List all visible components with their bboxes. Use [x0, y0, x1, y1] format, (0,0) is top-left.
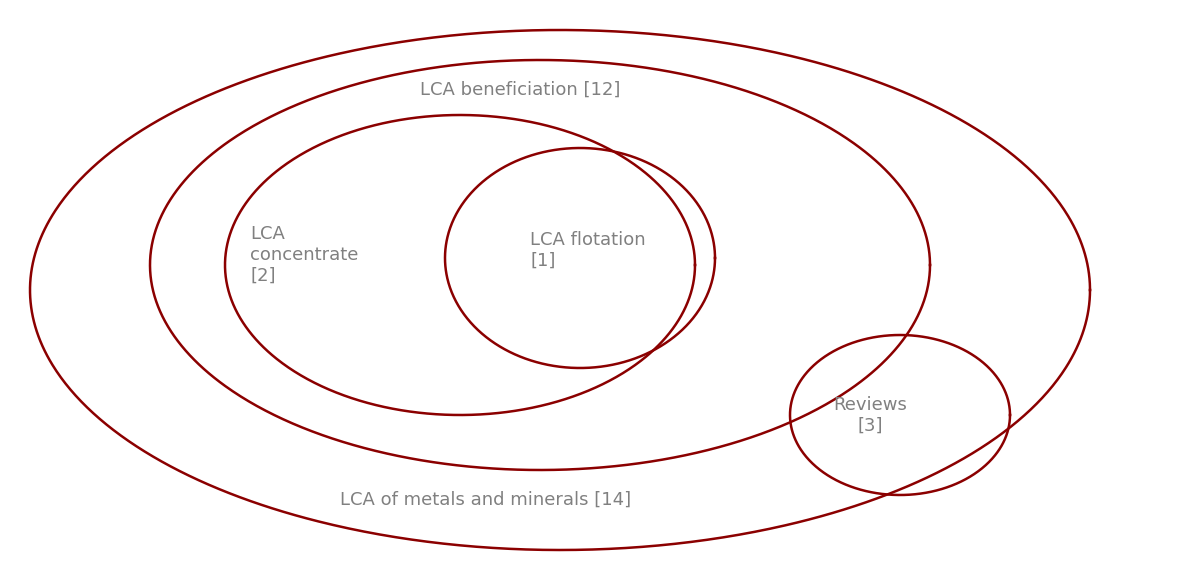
Text: Reviews
[3]: Reviews [3] [833, 396, 907, 434]
Text: LCA of metals and minerals [14]: LCA of metals and minerals [14] [340, 491, 631, 509]
Text: LCA beneficiation [12]: LCA beneficiation [12] [420, 81, 620, 99]
Text: LCA
concentrate
[2]: LCA concentrate [2] [250, 225, 359, 285]
Text: LCA flotation
[1]: LCA flotation [1] [530, 231, 646, 270]
